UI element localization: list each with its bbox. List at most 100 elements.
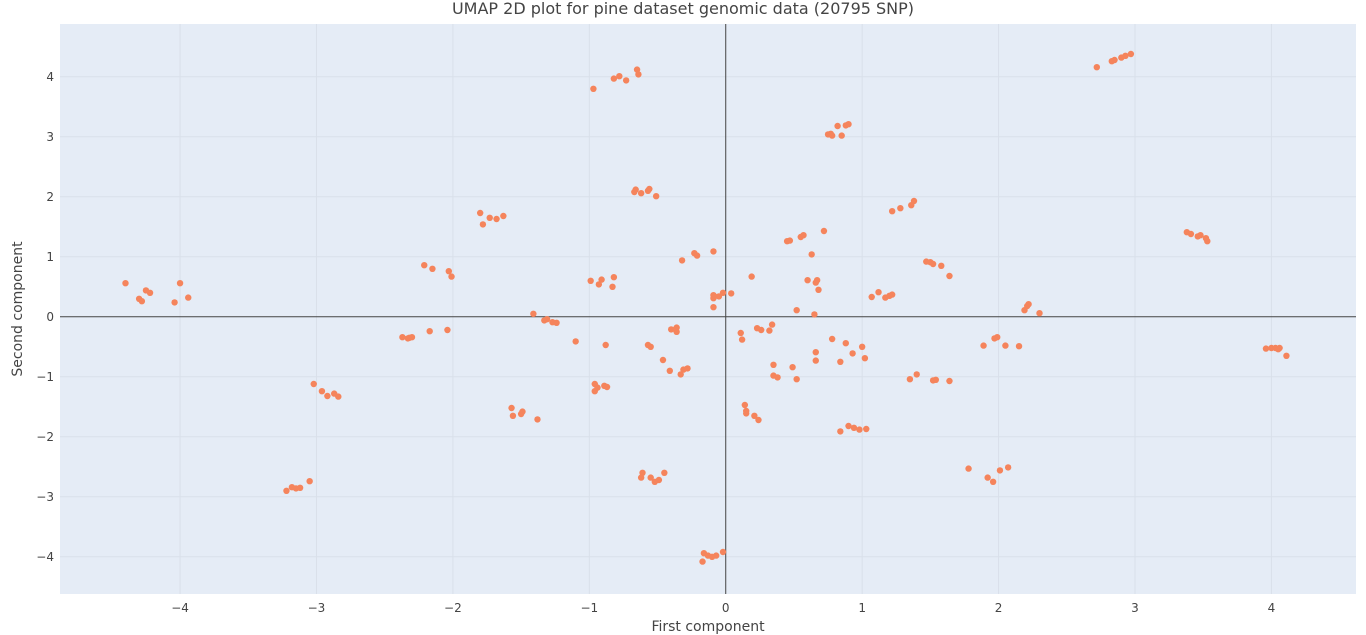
data-point [587,277,594,284]
data-point [543,316,551,323]
data-point [770,361,777,368]
data-point [837,358,844,365]
data-point [1276,344,1283,352]
data-point [646,185,653,193]
data-point [637,190,645,197]
data-point [828,132,836,139]
data-points [122,50,1290,565]
data-point [693,252,701,259]
y-axis-label: Second component [10,241,26,377]
data-point [842,340,849,347]
data-point [845,422,852,430]
y-tick-label: 1 [46,250,54,264]
x-tick-label: 0 [722,601,730,615]
data-point [737,329,744,337]
data-point [1122,52,1129,59]
data-point [595,281,603,288]
y-tick-label: 2 [46,190,54,204]
data-point [553,319,560,326]
data-point [509,412,517,419]
data-point [710,304,717,311]
data-point [748,273,755,280]
data-point [138,298,146,305]
data-point [406,334,413,341]
data-point [815,286,822,293]
data-point [534,416,541,423]
data-point [742,410,750,417]
data-point [1111,56,1118,64]
data-point [965,465,972,472]
x-tick-label: −3 [308,601,326,615]
y-tick-label: 3 [46,130,54,144]
x-tick-label: 4 [1268,601,1276,615]
data-point [774,374,781,381]
data-point [421,262,428,269]
data-point [812,357,819,364]
data-point [751,412,758,419]
data-point [1187,230,1195,238]
data-point [666,367,674,374]
data-point [602,341,609,349]
data-point [647,343,654,350]
data-point [635,71,642,78]
data-point [789,364,796,371]
data-point [677,371,684,378]
data-point [1197,232,1204,239]
data-point [989,478,997,485]
data-point [738,336,746,343]
data-point [1262,345,1270,352]
data-point [318,388,326,395]
data-point [710,295,717,302]
data-point [1127,50,1135,58]
data-point [661,469,668,476]
x-axis-label: First component [651,619,765,635]
data-point [647,474,654,481]
y-tick-label: −2 [36,430,54,444]
data-point [766,327,773,334]
data-point [448,273,455,280]
x-tick-labels: −4 −3 −2 −1 0 1 2 3 4 [171,601,1275,615]
data-point [897,205,904,212]
data-point [699,558,706,565]
data-point [429,265,436,272]
y-tick-labels: −4 −3 −2 −1 0 1 2 3 4 [36,70,54,564]
plot-area [60,24,1356,594]
data-point [594,384,601,391]
data-point [996,467,1004,474]
data-point [500,212,507,220]
data-point [800,232,807,239]
data-point [639,469,646,476]
data-point [622,77,630,84]
data-point [1004,464,1012,471]
y-tick-label: −3 [36,490,54,504]
data-point [1093,63,1101,71]
data-point [146,289,154,296]
data-point [888,208,896,215]
data-point [710,248,717,255]
data-point [610,274,618,281]
data-point [863,425,870,433]
data-point [185,294,192,301]
data-point [1036,310,1043,317]
data-point [324,392,331,400]
data-point [1283,352,1290,359]
data-point [812,349,819,356]
x-tick-label: −1 [580,601,598,615]
data-point [1002,342,1009,349]
data-point [486,214,493,221]
data-point [684,365,691,372]
data-point [856,426,863,433]
data-point [476,209,484,217]
data-point [632,186,639,193]
data-point [673,328,680,335]
data-point [837,428,844,435]
data-point [980,342,987,349]
data-point [712,552,720,559]
data-point [994,334,1001,341]
data-point [875,289,882,296]
data-point [519,408,526,415]
data-point [727,290,735,297]
data-point [804,277,811,284]
